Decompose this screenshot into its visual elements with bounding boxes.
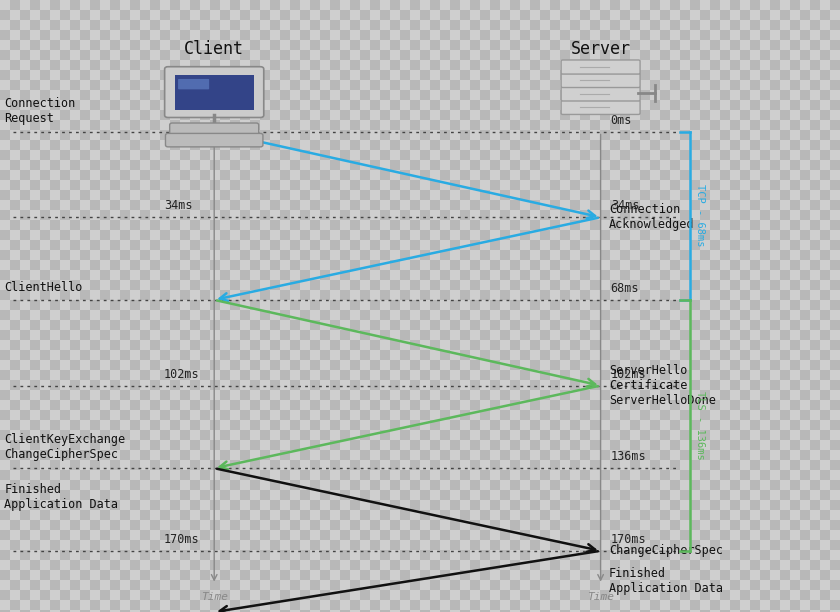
Text: ChangeCipherSpec: ChangeCipherSpec [609, 544, 723, 558]
Text: Finished
Application Data: Finished Application Data [4, 483, 118, 512]
Text: 102ms: 102ms [164, 368, 199, 381]
FancyBboxPatch shape [561, 73, 640, 88]
Text: 170ms: 170ms [611, 533, 646, 546]
Text: 34ms: 34ms [611, 200, 639, 212]
FancyBboxPatch shape [561, 100, 640, 114]
Text: 34ms: 34ms [164, 200, 192, 212]
Text: Time: Time [201, 592, 228, 602]
Text: Finished
Application Data: Finished Application Data [609, 567, 723, 595]
Text: 136ms: 136ms [611, 450, 646, 463]
Text: TLS - 136ms: TLS - 136ms [695, 391, 705, 460]
Text: ClientHello: ClientHello [4, 281, 82, 294]
Text: 0ms: 0ms [611, 114, 632, 127]
Text: Time: Time [587, 592, 614, 602]
Text: Connection
Acknowledged: Connection Acknowledged [609, 203, 695, 231]
Text: Connection
Request: Connection Request [4, 97, 76, 125]
FancyBboxPatch shape [561, 87, 640, 101]
FancyBboxPatch shape [561, 60, 640, 74]
Text: Server: Server [570, 40, 631, 58]
FancyBboxPatch shape [165, 133, 263, 147]
Text: 170ms: 170ms [164, 533, 199, 546]
Text: ClientKeyExchange
ChangeCipherSpec: ClientKeyExchange ChangeCipherSpec [4, 433, 125, 461]
FancyBboxPatch shape [178, 79, 209, 89]
Bar [175, 75, 254, 110]
Text: TCP - 68ms: TCP - 68ms [695, 184, 705, 247]
FancyBboxPatch shape [165, 67, 264, 118]
FancyBboxPatch shape [170, 123, 259, 135]
Text: 68ms: 68ms [611, 282, 639, 295]
Text: Client: Client [184, 40, 244, 58]
Text: ServerHello
Certificate
ServerHelloDone: ServerHello Certificate ServerHelloDone [609, 364, 716, 407]
Text: 102ms: 102ms [611, 368, 646, 381]
